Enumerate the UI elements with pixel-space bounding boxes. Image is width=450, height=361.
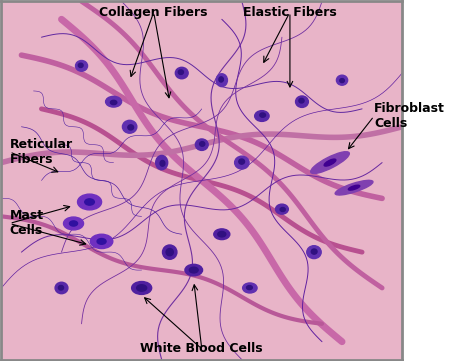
Ellipse shape	[122, 120, 137, 133]
Text: Collagen Fibers: Collagen Fibers	[99, 6, 208, 19]
Ellipse shape	[340, 79, 344, 83]
Ellipse shape	[128, 125, 134, 130]
Ellipse shape	[280, 208, 285, 212]
Ellipse shape	[160, 161, 165, 166]
Ellipse shape	[63, 217, 84, 230]
Ellipse shape	[335, 180, 373, 195]
Ellipse shape	[166, 249, 173, 256]
Ellipse shape	[311, 249, 317, 254]
Ellipse shape	[275, 204, 288, 214]
Ellipse shape	[200, 142, 205, 146]
Ellipse shape	[90, 234, 113, 249]
Ellipse shape	[299, 99, 304, 103]
Ellipse shape	[178, 70, 184, 74]
Ellipse shape	[106, 96, 122, 107]
Ellipse shape	[55, 282, 68, 294]
Ellipse shape	[85, 199, 94, 205]
Ellipse shape	[195, 139, 208, 151]
Ellipse shape	[132, 282, 152, 295]
Ellipse shape	[307, 246, 321, 258]
Text: Mast
Cells: Mast Cells	[9, 209, 44, 238]
Ellipse shape	[310, 152, 349, 174]
Ellipse shape	[176, 67, 188, 79]
Text: White Blood Cells: White Blood Cells	[140, 342, 263, 355]
Ellipse shape	[189, 267, 198, 273]
Ellipse shape	[234, 156, 249, 169]
Ellipse shape	[296, 96, 308, 108]
Ellipse shape	[97, 239, 106, 244]
Ellipse shape	[69, 221, 77, 226]
Ellipse shape	[260, 113, 266, 117]
Ellipse shape	[219, 77, 223, 82]
Ellipse shape	[214, 229, 230, 240]
Ellipse shape	[78, 63, 83, 68]
Ellipse shape	[156, 156, 168, 170]
Ellipse shape	[239, 159, 244, 164]
Ellipse shape	[247, 286, 252, 290]
Ellipse shape	[218, 231, 226, 237]
Ellipse shape	[243, 283, 257, 293]
Ellipse shape	[77, 194, 102, 210]
Ellipse shape	[324, 159, 336, 166]
Ellipse shape	[255, 111, 269, 121]
Ellipse shape	[76, 61, 88, 71]
Ellipse shape	[337, 75, 348, 85]
Text: Reticular
Fibers: Reticular Fibers	[9, 138, 72, 166]
Ellipse shape	[137, 285, 147, 291]
Text: Elastic Fibers: Elastic Fibers	[243, 6, 337, 19]
Ellipse shape	[185, 264, 202, 276]
Ellipse shape	[110, 100, 117, 105]
Ellipse shape	[162, 245, 177, 259]
Text: Fibroblast
Cells: Fibroblast Cells	[374, 102, 445, 130]
Ellipse shape	[216, 74, 227, 87]
Ellipse shape	[348, 185, 360, 190]
Ellipse shape	[58, 286, 63, 290]
